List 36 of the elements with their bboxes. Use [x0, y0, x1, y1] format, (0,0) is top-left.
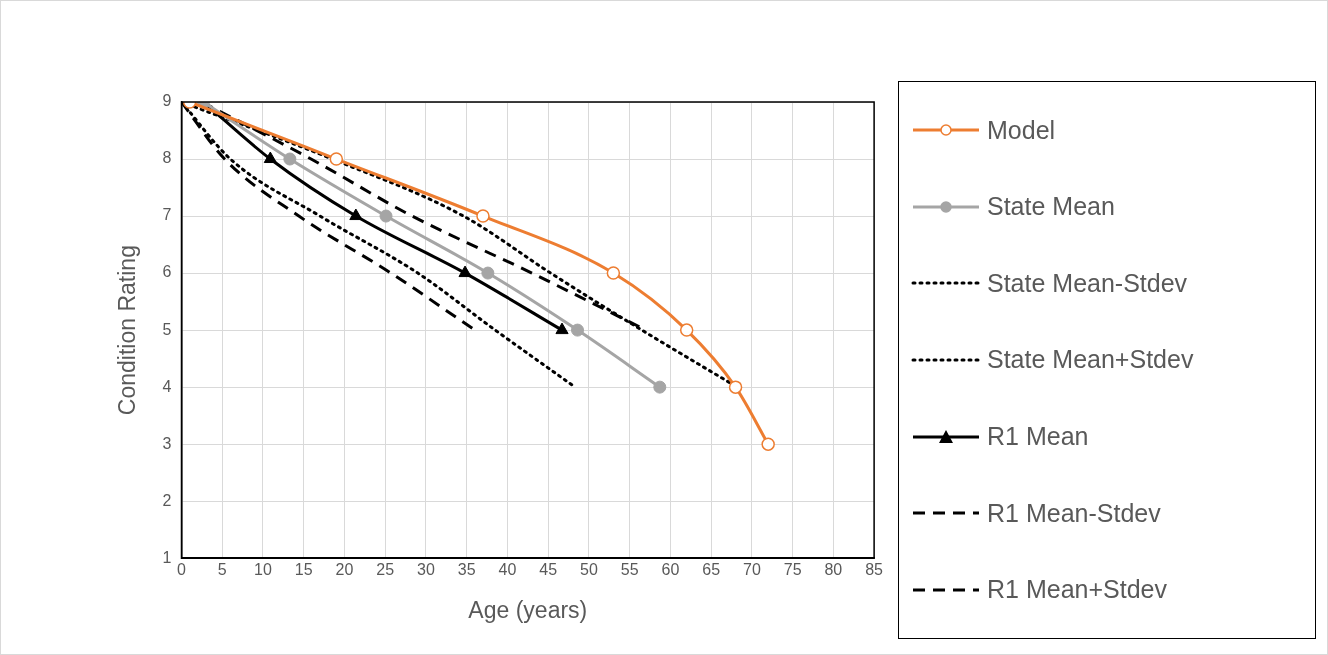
legend-label: Model [987, 115, 1056, 145]
x-tick-label: 85 [865, 561, 884, 579]
x-tick-label: 70 [742, 561, 761, 579]
y-tick-label: 3 [162, 434, 172, 452]
y-axis-title: Condition Rating [114, 245, 141, 416]
y-tick-label: 2 [162, 491, 172, 509]
x-axis-title: Age (years) [468, 596, 588, 623]
y-tick-label: 5 [162, 320, 172, 338]
legend-label: State Mean+Stdev [987, 345, 1194, 375]
x-tick-label: 65 [702, 561, 721, 579]
x-tick-label: 50 [580, 561, 598, 579]
y-tick-label: 7 [162, 206, 172, 224]
y-tick-label: 1 [162, 548, 172, 566]
y-tick-label: 4 [162, 377, 172, 395]
legend-label: State Mean [987, 192, 1115, 222]
x-tick-label: 35 [457, 561, 476, 579]
legend-label: R1 Mean [987, 422, 1089, 452]
x-tick-label: 0 [177, 561, 187, 579]
legend-label: R1 Mean-Stdev [987, 498, 1161, 528]
y-tick-label: 6 [162, 263, 172, 281]
x-tick-label: 15 [294, 561, 313, 579]
x-tick-label: 80 [824, 561, 843, 579]
x-tick-label: 60 [661, 561, 680, 579]
x-tick-label: 10 [254, 561, 272, 579]
y-tick-label: 8 [162, 149, 172, 167]
x-tick-label: 20 [335, 561, 354, 579]
y-tick-label: 9 [162, 92, 172, 110]
x-tick-label: 30 [417, 561, 435, 579]
legend-label: State Mean-Stdev [987, 268, 1188, 298]
x-tick-label: 75 [783, 561, 802, 579]
x-tick-label: 55 [620, 561, 639, 579]
x-tick-label: 45 [539, 561, 558, 579]
legend-label: R1 Mean+Stdev [987, 575, 1167, 605]
x-tick-label: 40 [498, 561, 517, 579]
x-tick-label: 25 [376, 561, 395, 579]
x-tick-label: 5 [217, 561, 227, 579]
